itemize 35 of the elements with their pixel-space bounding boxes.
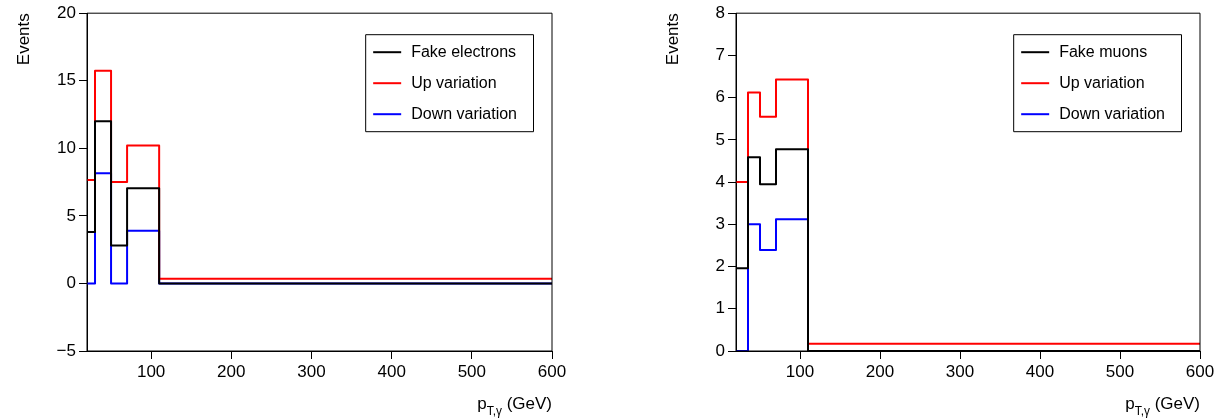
y-tick-label: 5 [66,205,76,225]
y-tick-label: 0 [715,340,725,360]
x-tick-label: 400 [377,361,406,381]
y-tick-label: 0 [66,273,76,293]
legend-label: Up variation [411,73,497,91]
legend-label: Up variation [1059,73,1145,91]
x-tick-label: 200 [865,361,895,381]
y-tick-label: 3 [715,214,725,234]
x-tick-label: 100 [136,361,166,381]
x-tick-label: 100 [785,361,815,381]
y-tick-label: 15 [57,70,76,90]
y-tick-label: 10 [57,138,76,158]
y-tick-label: 4 [715,171,725,191]
y-tick-label: 7 [715,45,725,65]
y-tick-label: 5 [715,129,725,149]
legend-label: Down variation [1059,104,1165,122]
y-tick-label: −5 [56,340,76,360]
legend-label: Fake muons [1059,42,1148,60]
x-tick-label: 500 [457,361,487,381]
x-tick-label: 500 [1105,361,1135,381]
x-tick-label: 600 [537,361,567,381]
y-tick-label: 6 [715,87,725,107]
x-tick-label: 300 [297,361,326,381]
y-axis-title: Events [663,13,682,66]
y-tick-label: 20 [57,2,76,22]
x-tick-label: 300 [945,361,975,381]
x-tick-label: 600 [1185,361,1215,381]
x-tick-label: 400 [1025,361,1055,381]
y-tick-label: 8 [715,2,725,22]
legend-label: Fake electrons [411,42,517,60]
y-axis-title: Events [14,13,33,66]
y-tick-label: 1 [715,298,725,318]
x-tick-label: 200 [217,361,246,381]
y-tick-label: 2 [715,256,725,276]
legend-label: Down variation [411,104,517,122]
